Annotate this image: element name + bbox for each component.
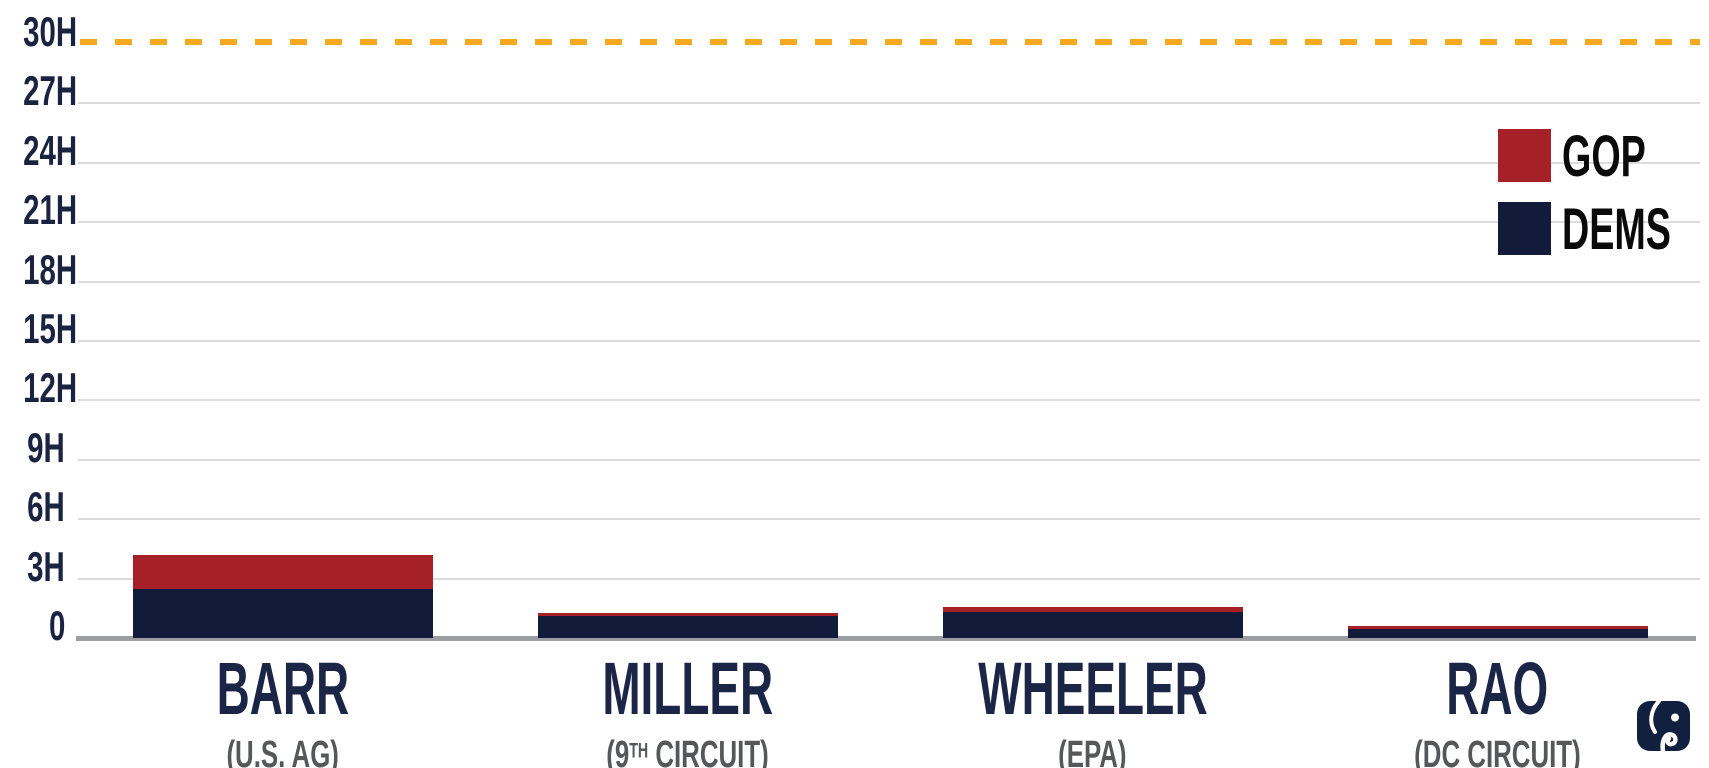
y-tick-label-12: 12H — [0, 367, 77, 409]
x-label-name: MILLER — [478, 652, 898, 726]
x-label-rao: RAO (DC CIRCUIT) — [1288, 652, 1708, 768]
legend-label-gop: GOP — [1562, 128, 1691, 186]
elephant-logo-icon — [1637, 700, 1690, 752]
bar-rao-gop — [1347, 626, 1648, 630]
x-label-name-text: RAO — [1446, 647, 1549, 730]
y-tick-label-text: 6H — [27, 483, 65, 531]
x-label-miller: MILLER (9TH CIRCUIT) — [478, 652, 898, 768]
x-label-name-text: MILLER — [602, 647, 773, 730]
y-tick-label-0: 0 — [0, 605, 65, 647]
legend-label-dems: DEMS — [1562, 201, 1709, 259]
gridline-21 — [78, 221, 1700, 224]
x-label-wheeler: WHEELER (EPA) — [883, 652, 1303, 768]
bar-miller-dems — [537, 616, 838, 638]
x-label-sublabel-text: (DC CIRCUIT) — [1414, 736, 1581, 768]
y-tick-label-30: 30H — [0, 11, 77, 53]
x-label-name-text: BARR — [216, 647, 349, 730]
sublabel-suffix: CIRCUIT) — [648, 734, 769, 768]
legend-label-dems-text: DEMS — [1562, 197, 1671, 262]
gridline-27 — [78, 102, 1700, 105]
sublabel-prefix: (U.S. AG) — [226, 734, 339, 768]
x-label-sublabel: (9TH CIRCUIT) — [478, 736, 898, 768]
y-tick-label-3: 3H — [0, 542, 65, 590]
y-tick-label-text: 0 — [48, 602, 65, 649]
y-tick-label-text: 9H — [27, 423, 65, 471]
x-label-sublabel: (U.S. AG) — [73, 736, 493, 768]
legend-swatch-dems — [1498, 202, 1551, 255]
gridline-15 — [78, 340, 1700, 342]
y-tick-label-9: 9H — [0, 423, 65, 471]
x-label-name: BARR — [73, 652, 493, 726]
y-tick-label-text: 24H — [23, 126, 78, 174]
sublabel-prefix: (EPA) — [1058, 734, 1127, 768]
legend-label-gop-text: GOP — [1562, 124, 1646, 189]
y-tick-label-text: 27H — [23, 67, 78, 115]
x-axis-line — [76, 636, 1696, 641]
target-dashed-line — [80, 39, 1700, 45]
y-tick-label-text: 18H — [23, 245, 78, 293]
y-tick-label-24: 24H — [0, 129, 77, 172]
x-label-sublabel: (EPA) — [883, 736, 1303, 768]
bar-rao-dems — [1347, 629, 1648, 638]
bar-miller-gop — [537, 613, 838, 617]
y-tick-label-text: 21H — [23, 186, 78, 234]
legend-swatch-gop — [1498, 129, 1551, 182]
y-tick-label-text: 3H — [27, 542, 65, 590]
gridline-9 — [78, 458, 1700, 461]
x-label-sublabel: (DC CIRCUIT) — [1288, 736, 1708, 768]
bar-wheeler-gop — [942, 607, 1243, 613]
x-label-barr: BARR (U.S. AG) — [73, 652, 493, 768]
y-tick-label-text: 15H — [23, 305, 78, 352]
gridline-6 — [78, 518, 1700, 521]
y-tick-label-27: 27H — [0, 70, 77, 112]
y-tick-label-15: 15H — [0, 308, 77, 350]
bar-barr-dems — [132, 588, 433, 638]
y-tick-label-text: 30H — [23, 8, 78, 55]
bar-barr-gop — [132, 554, 433, 589]
y-tick-label-18: 18H — [0, 248, 77, 291]
gridline-18 — [78, 280, 1700, 283]
y-tick-label-text: 12H — [23, 364, 78, 412]
sublabel-prefix: (DC CIRCUIT) — [1414, 734, 1581, 768]
x-label-name: RAO — [1288, 652, 1708, 726]
y-tick-label-6: 6H — [0, 486, 65, 528]
bar-wheeler-dems — [942, 612, 1243, 638]
x-label-sublabel-text: (EPA) — [1058, 736, 1126, 768]
x-label-name-text: WHEELER — [977, 647, 1208, 730]
gridline-12 — [78, 399, 1700, 402]
x-label-sublabel-text: (9TH CIRCUIT) — [606, 736, 768, 768]
x-label-name: WHEELER — [883, 652, 1303, 726]
x-label-sublabel-text: (U.S. AG) — [226, 736, 338, 768]
gridline-24 — [78, 161, 1700, 164]
y-tick-label-21: 21H — [0, 189, 77, 231]
gridline-3 — [78, 577, 1700, 580]
sublabel-superscript: TH — [629, 739, 649, 763]
sublabel-prefix: (9 — [606, 734, 630, 768]
